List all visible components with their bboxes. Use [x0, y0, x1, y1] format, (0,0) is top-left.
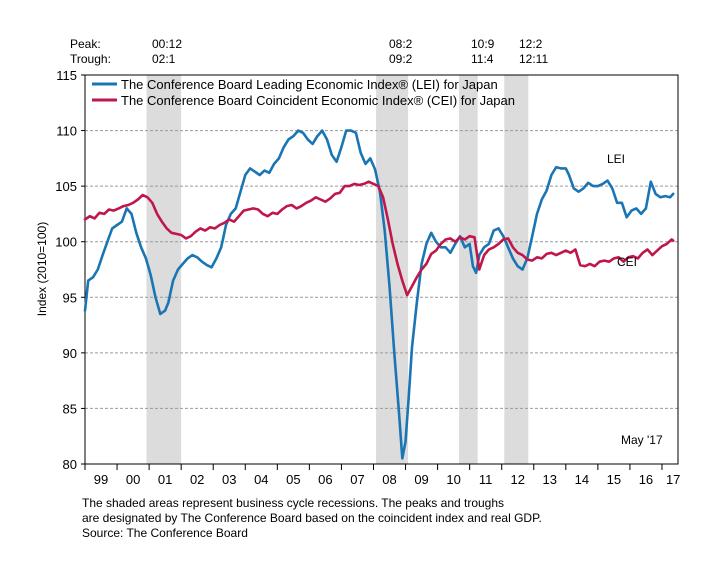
x-tick-label: 17 [666, 472, 680, 487]
peak-date: 08:2 [389, 37, 413, 51]
y-tick-label: 100 [55, 235, 77, 250]
y-axis-label: Index (2010=100) [35, 222, 49, 316]
x-tick-label: 10 [446, 472, 460, 487]
peak-date: 12:2 [519, 37, 543, 51]
x-tick-label: 01 [158, 472, 172, 487]
y-tick-label: 105 [55, 179, 77, 194]
series-lines [83, 129, 675, 460]
series-label-lei: LEI [607, 152, 625, 166]
x-tick-label: 15 [607, 472, 621, 487]
y-tick-label: 80 [63, 457, 77, 472]
footnote-source: Source: The Conference Board [82, 526, 248, 540]
footnote-line: The shaded areas represent business cycl… [82, 496, 505, 510]
trough-label: Trough: [70, 52, 111, 66]
peak-date: 10:9 [471, 37, 495, 51]
y-tick-label: 85 [63, 401, 77, 416]
trough-date: 09:2 [389, 52, 413, 66]
y-tick-label: 90 [63, 346, 77, 361]
trough-date: 02:1 [152, 52, 176, 66]
plot-frame [84, 74, 679, 465]
x-tick-label: 14 [575, 472, 589, 487]
x-tick-label: 03 [222, 472, 236, 487]
cei-series-line [83, 180, 675, 297]
x-tick-label: 06 [318, 472, 332, 487]
date-stamp: May '17 [621, 433, 663, 447]
footnote: The shaded areas represent business cycl… [82, 496, 542, 541]
x-tick-label: 99 [94, 472, 108, 487]
x-tick-label: 09 [414, 472, 428, 487]
recession-band [459, 75, 478, 464]
x-tick-label: 08 [382, 472, 396, 487]
x-tick-label: 16 [639, 472, 653, 487]
footnote-line: are designated by The Conference Board b… [82, 511, 542, 525]
x-tick-label: 02 [190, 472, 204, 487]
business-cycle-table: Peak: Trough: 00:12 08:2 10:9 12:2 02:1 … [70, 37, 548, 66]
peak-label: Peak: [70, 37, 101, 51]
x-tick-label: 05 [286, 472, 300, 487]
legend-label-cei: The Conference Board Coincident Economic… [121, 93, 515, 108]
peak-date: 00:12 [152, 37, 182, 51]
x-tick-label: 00 [126, 472, 140, 487]
x-tick-label: 07 [350, 472, 364, 487]
y-tick-label: 115 [56, 68, 77, 83]
y-tick-label: 110 [56, 124, 77, 139]
recession-band [146, 75, 182, 464]
recession-band [376, 75, 409, 464]
x-tick-label: 12 [510, 472, 524, 487]
gridlines [85, 130, 678, 409]
x-axis-ticks: 99 00 01 02 03 04 05 06 07 08 09 10 11 12 13 14 15 16 17 [84, 464, 680, 487]
recession-band [504, 75, 529, 464]
y-axis-ticks: 80 85 90 95 100 105 110 115 [55, 68, 85, 472]
y-tick-label: 95 [63, 290, 77, 305]
legend-label-lei: The Conference Board Leading Economic In… [121, 77, 498, 92]
chart-legend: The Conference Board Leading Economic In… [92, 77, 515, 108]
trough-date: 11:4 [471, 52, 494, 66]
trough-date: 12:11 [519, 52, 548, 66]
recession-bands [146, 75, 529, 464]
series-label-cei: CEI [617, 255, 637, 269]
x-tick-label: 11 [479, 472, 493, 487]
lei-series-line [83, 129, 675, 460]
x-tick-label: 13 [543, 472, 557, 487]
x-tick-label: 04 [254, 472, 268, 487]
